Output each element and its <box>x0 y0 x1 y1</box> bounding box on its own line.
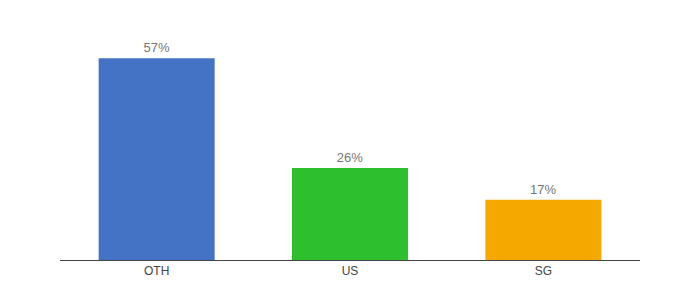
svg-text:SG: SG <box>535 264 552 278</box>
svg-text:US: US <box>342 264 359 278</box>
svg-text:17%: 17% <box>530 182 556 197</box>
svg-text:OTH: OTH <box>144 264 169 278</box>
svg-text:57%: 57% <box>143 40 169 55</box>
svg-text:26%: 26% <box>337 150 363 165</box>
